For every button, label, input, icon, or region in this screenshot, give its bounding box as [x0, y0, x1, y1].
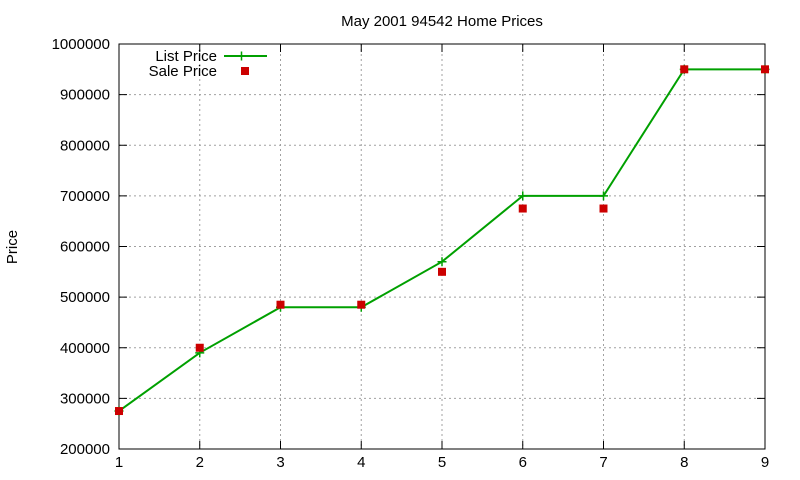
data-point-sale-price [518, 204, 527, 213]
x-tick-label: 3 [276, 454, 284, 471]
data-point-sale-price [761, 65, 769, 74]
y-tick-label: 600000 [60, 239, 110, 256]
data-point-sale-price [115, 407, 123, 416]
y-tick-label: 900000 [60, 87, 110, 104]
x-tick-label: 5 [438, 454, 446, 471]
y-tick-label: 800000 [60, 137, 110, 154]
data-point-sale-price [357, 300, 366, 309]
x-tick-label: 7 [599, 454, 607, 471]
y-tick-label: 1000000 [52, 36, 110, 53]
x-tick-label: 4 [357, 454, 365, 471]
series-layer [114, 64, 770, 416]
x-tick-label: 9 [761, 454, 769, 471]
data-point-list-price [599, 191, 608, 201]
data-point-sale-price [438, 267, 446, 276]
data-point-list-price [437, 257, 447, 267]
grid-lines [119, 44, 765, 449]
legend-marker-list-price [237, 51, 246, 61]
legend: List Price Sale Price [149, 48, 267, 80]
data-point-list-price [518, 191, 528, 201]
y-axis-title: Price [4, 230, 21, 264]
y-tick-label: 700000 [60, 188, 110, 205]
x-tick-label: 8 [680, 454, 688, 471]
axis-ticks: 200000 300000 400000 500000 600000 700000 8000… [52, 36, 770, 471]
x-tick-label: 1 [115, 454, 123, 471]
data-point-sale-price [680, 65, 689, 74]
x-tick-label: 6 [519, 454, 527, 471]
data-point-sale-price [599, 204, 608, 213]
data-point-sale-price [276, 300, 285, 309]
data-point-sale-price [195, 343, 204, 352]
chart-title: May 2001 94542 Home Prices [341, 13, 543, 30]
y-tick-label: 500000 [60, 289, 110, 306]
legend-marker-sale-price [241, 67, 249, 75]
x-tick-label: 2 [196, 454, 204, 471]
y-tick-label: 400000 [60, 340, 110, 357]
y-tick-label: 300000 [60, 390, 110, 407]
legend-label-list-price: List Price [155, 48, 217, 65]
legend-label-sale-price: Sale Price [149, 63, 217, 80]
y-tick-label: 200000 [60, 441, 110, 458]
